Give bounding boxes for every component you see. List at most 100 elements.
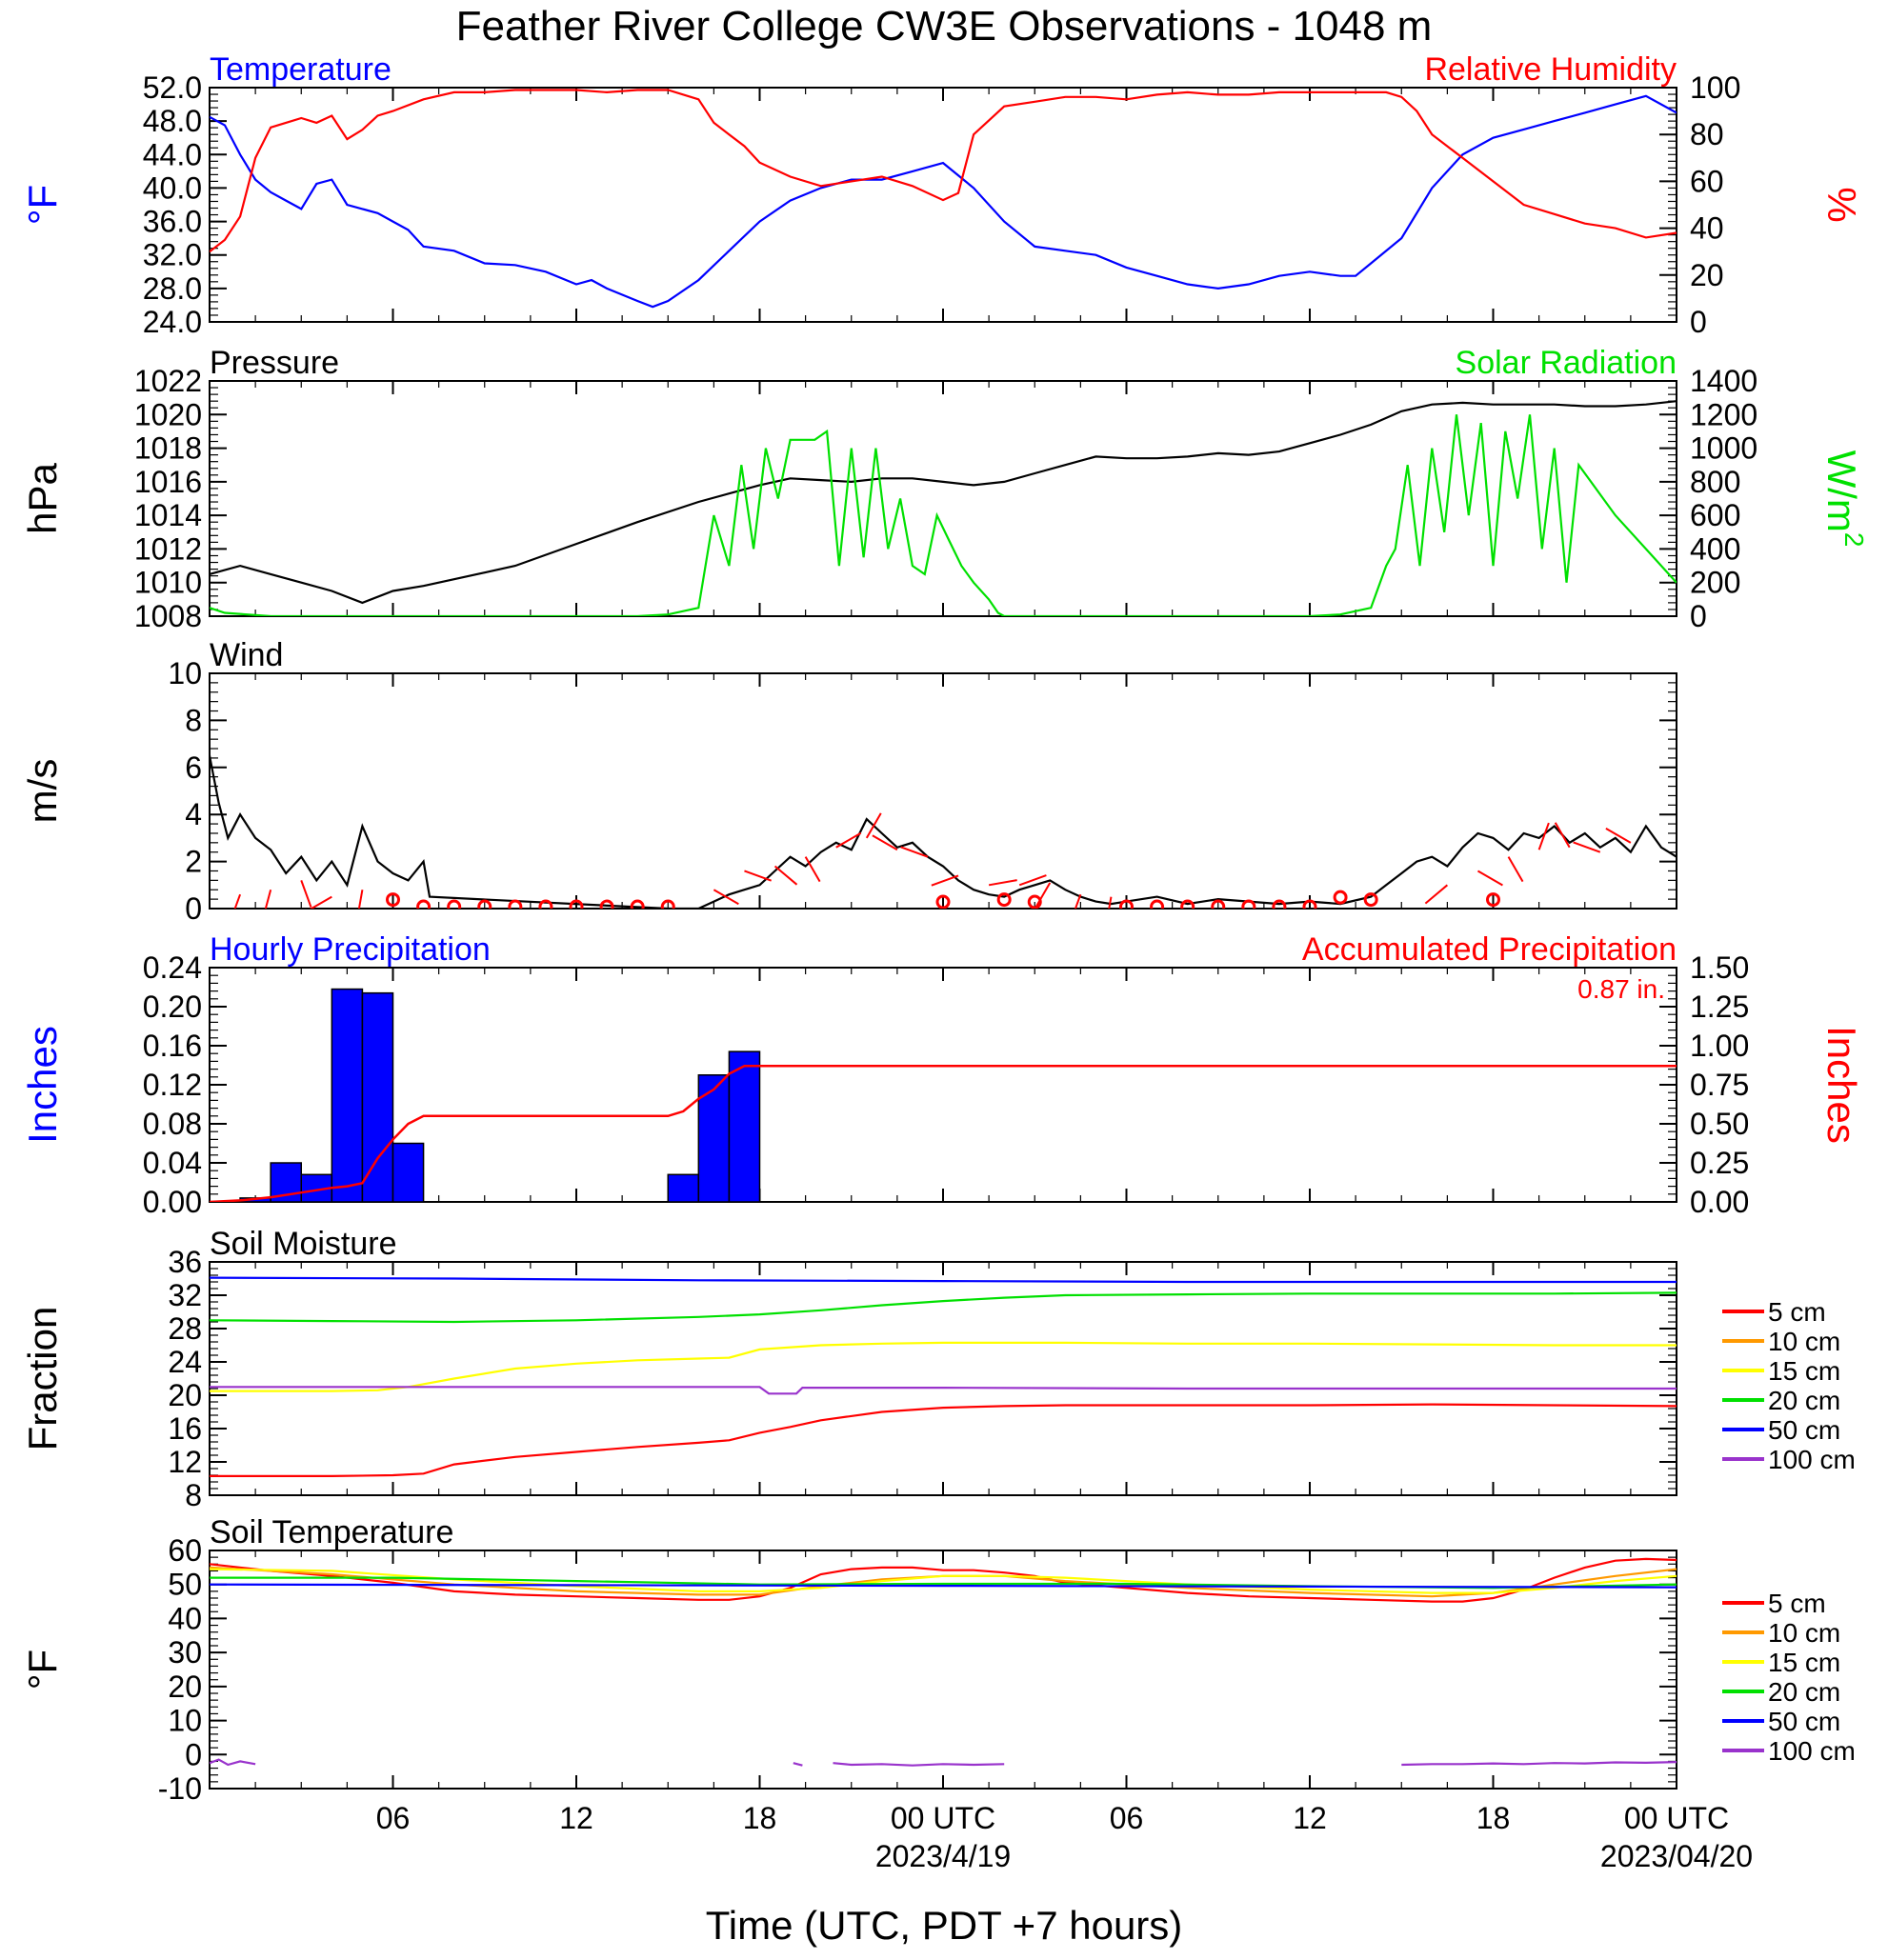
y-tick-label-right: 80 (1690, 117, 1724, 151)
calm-marker (1486, 892, 1500, 908)
y-tick-label-right: 0 (1690, 599, 1707, 633)
y-tick-label-right: 100 (1690, 70, 1740, 105)
legend-label: 10 cm (1768, 1618, 1840, 1648)
calm-marker (538, 899, 553, 909)
series-line-5-cm (210, 1557, 1677, 1603)
series-line-20-cm (210, 1291, 1677, 1324)
legend-label: 5 cm (1768, 1589, 1826, 1618)
y-tick-label: 48.0 (143, 104, 202, 138)
y-tick-label: 1010 (134, 566, 202, 600)
y-tick-label: 24 (168, 1345, 202, 1379)
x-axis-group: 06 12 18 00 UTC 06 12 18 00 UTC 2023/4/19 2023/04… (376, 1801, 1753, 1873)
wind-barb (804, 856, 821, 883)
series-line-100-cm (210, 1758, 256, 1767)
calm-marker (416, 899, 432, 909)
y-tick-label-right: 60 (1690, 164, 1724, 198)
calm-marker (660, 899, 675, 909)
y-tick-label-right: 0.50 (1690, 1107, 1749, 1141)
wind-barb (713, 889, 739, 906)
y-tick-label: 10 (168, 656, 202, 690)
y-axis-label-left: m/s (20, 759, 65, 824)
y-tick-label: -10 (158, 1771, 202, 1806)
y-tick-label: 1020 (134, 397, 202, 431)
y-tick-label: 0 (185, 1737, 202, 1771)
wind-barb (1034, 882, 1052, 909)
y-axis-label-left: °F (20, 1650, 65, 1690)
y-tick-label-right: 400 (1690, 531, 1740, 566)
y-tick-label: 1018 (134, 431, 202, 466)
calm-marker (599, 899, 614, 909)
y-tick-label: 0.08 (143, 1107, 202, 1141)
y-tick-label-right: 1.50 (1690, 950, 1749, 985)
accumulated-total-label: 0.87 in. (1577, 974, 1665, 1004)
legend-label: 50 cm (1768, 1707, 1840, 1736)
data-layer (210, 755, 1677, 909)
y-tick-label: 8 (185, 703, 202, 737)
precip-bar (667, 1173, 700, 1202)
series-line-50-cm (210, 1276, 1677, 1284)
y-tick-label: 24.0 (143, 305, 202, 339)
x-tick-label: 12 (1293, 1801, 1327, 1835)
calm-marker (1272, 899, 1287, 909)
y-axis-label-left: Fraction (20, 1307, 65, 1451)
y-axis-label-right: % (1819, 187, 1864, 222)
wind-barb (1537, 822, 1550, 850)
y-tick-label-right: 0.75 (1690, 1068, 1749, 1102)
y-tick-label-right: 20 (1690, 258, 1724, 292)
y-tick-label: 32.0 (143, 238, 202, 272)
calm-marker (1363, 892, 1378, 908)
y-tick-label: 12 (168, 1445, 202, 1479)
y-tick-label: 44.0 (143, 137, 202, 171)
y-axis-label-right: Inches (1819, 1026, 1864, 1144)
calm-marker (447, 899, 462, 909)
panel-title-right: Accumulated Precipitation (1302, 931, 1677, 968)
wind-barb (233, 893, 242, 909)
wind-barb (835, 831, 862, 849)
y-tick-label: 0.24 (143, 950, 202, 985)
y-tick-label: 0.12 (143, 1068, 202, 1102)
series-line-temperature (210, 94, 1677, 309)
wind-barb (988, 879, 1017, 887)
data-layer (210, 89, 1677, 309)
y-tick-label: 36.0 (143, 205, 202, 239)
panel-title-left: Hourly Precipitation (210, 931, 491, 968)
wind-barb (1108, 896, 1113, 909)
panel-title-right: Solar Radiation (1456, 345, 1677, 381)
y-tick-label: 40.0 (143, 170, 202, 205)
x-tick-label: 06 (376, 1801, 411, 1835)
wind-barb (1424, 884, 1449, 905)
y-tick-label-right: 40 (1690, 211, 1724, 246)
calm-marker (508, 899, 523, 909)
wind-barb (931, 874, 959, 887)
wind-barb (1018, 874, 1047, 887)
series-line-wind (210, 755, 1677, 909)
accumulated-precip-line (210, 1065, 1677, 1202)
series-line-5-cm (210, 1403, 1677, 1478)
y-tick-label: 50 (168, 1568, 202, 1602)
wind-barb (357, 890, 364, 909)
y-tick-label-right: 0.00 (1690, 1185, 1749, 1219)
y-tick-label-right: 1000 (1690, 431, 1757, 466)
legend-label: 50 cm (1768, 1415, 1840, 1445)
precip-bar (697, 1074, 731, 1202)
precip-bar (361, 991, 394, 1202)
calm-marker (1119, 899, 1134, 909)
series-line-100-cm (833, 1762, 1005, 1767)
x-tick-label: 18 (743, 1801, 777, 1835)
legend-label: 100 cm (1768, 1736, 1856, 1766)
series-line-relative-humidity (210, 89, 1677, 253)
wind-barb (900, 846, 929, 858)
y-tick-label: 8 (185, 1478, 202, 1512)
precip-bar (331, 988, 364, 1202)
data-layer (210, 1276, 1677, 1478)
y-tick-label: 0.20 (143, 990, 202, 1024)
y-tick-label-right: 1200 (1690, 397, 1757, 431)
data-layer (210, 988, 1677, 1202)
series-line-100-cm (1401, 1761, 1677, 1767)
y-tick-label: 52.0 (143, 70, 202, 105)
calm-marker (569, 899, 584, 909)
y-tick-label: 0 (185, 891, 202, 926)
series-line-50-cm (210, 1583, 1677, 1589)
y-tick-label: 32 (168, 1278, 202, 1312)
